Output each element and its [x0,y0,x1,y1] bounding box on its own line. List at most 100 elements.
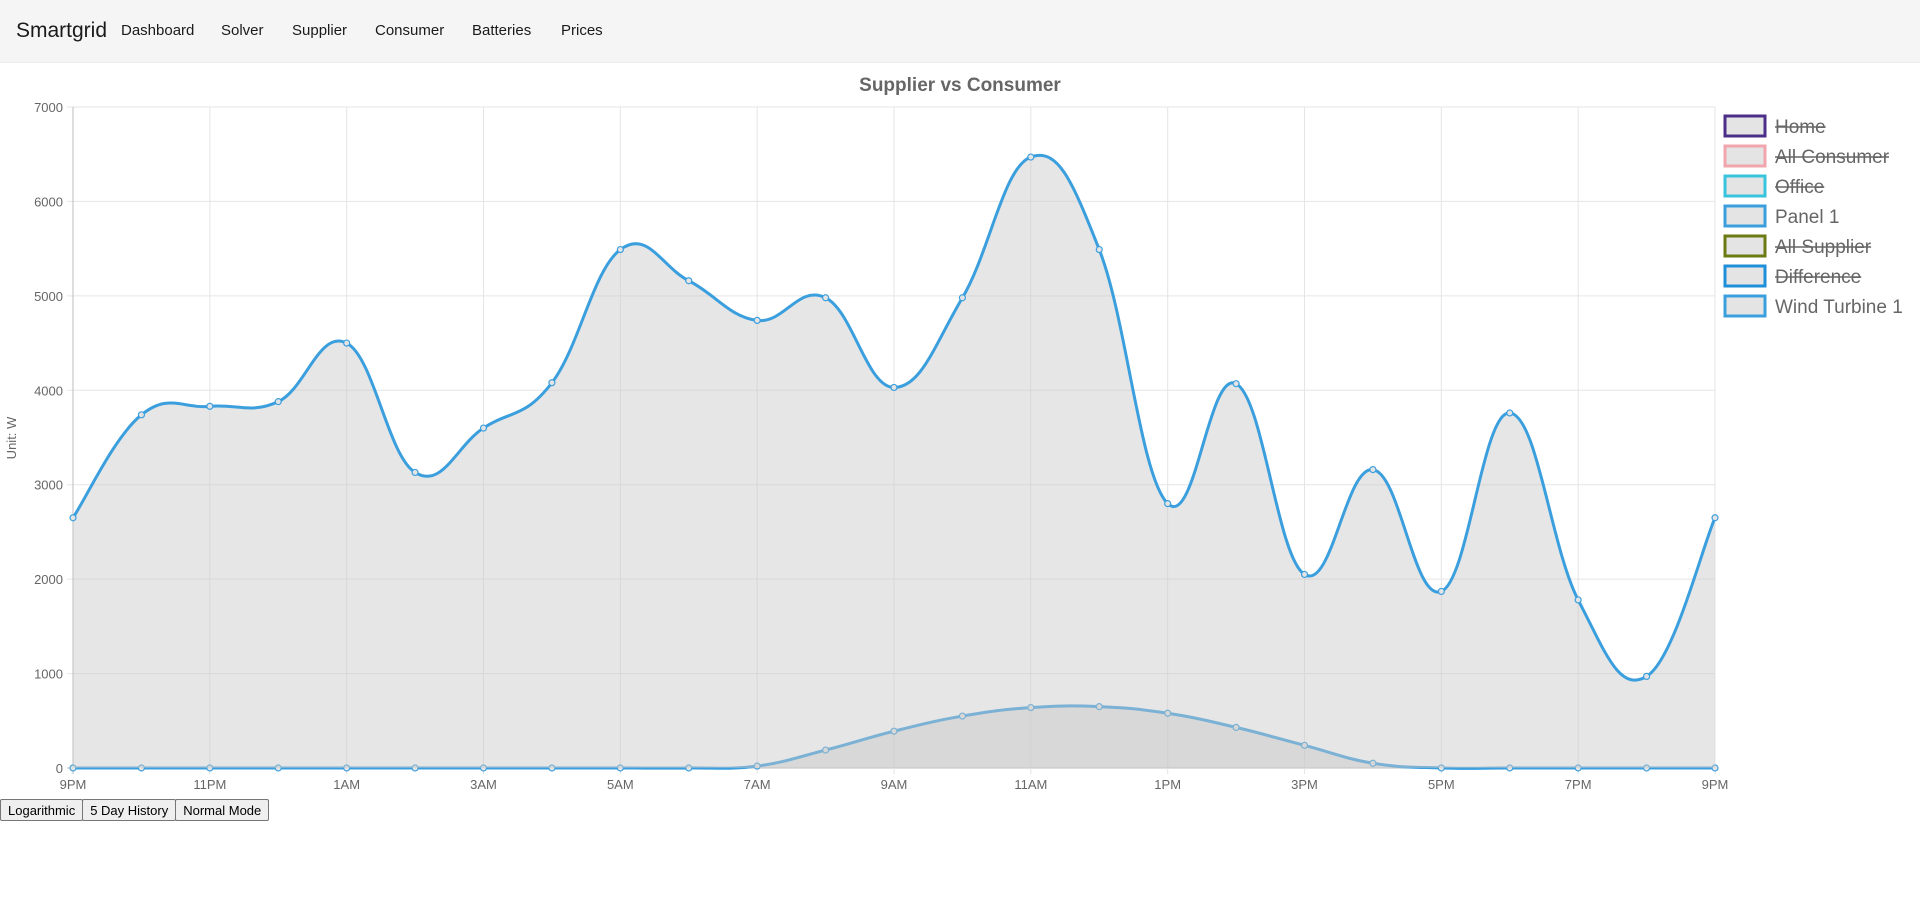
normal-mode-button[interactable]: Normal Mode [175,799,270,821]
data-point[interactable] [1300,570,1309,579]
series-area-fill [73,705,1715,769]
legend-swatch [1723,204,1767,228]
five-day-history-button[interactable]: 5 Day History [82,799,177,821]
data-point[interactable] [1506,409,1514,417]
y-tick-label: 1000 [34,667,63,682]
nav-dashboard[interactable]: Dashboard [121,22,195,39]
data-point[interactable] [548,764,556,772]
legend-item-home[interactable]: Home [1723,114,1826,138]
data-point[interactable] [343,764,351,772]
data-point[interactable] [1437,764,1445,772]
navbar: Smartgrid Dashboard Solver Supplier Cons… [0,0,1920,63]
data-point[interactable] [137,411,146,419]
brand-logo[interactable]: Smartgrid [16,19,108,42]
data-point[interactable] [1642,672,1651,681]
x-tick-label: 9PM [60,777,87,792]
legend-label: Wind Turbine 1 [1775,297,1903,318]
data-point[interactable] [1300,741,1309,749]
logarithmic-button[interactable]: Logarithmic [0,799,84,821]
y-tick-label: 0 [56,761,63,776]
y-axis-label: Unit: W [4,416,19,459]
data-point[interactable] [137,764,146,772]
data-point[interactable] [343,339,351,347]
y-tick-label: 3000 [34,478,63,493]
data-point[interactable] [411,764,419,772]
data-point[interactable] [1095,245,1103,254]
data-point[interactable] [1027,153,1035,161]
data-point[interactable] [206,764,214,772]
nav-consumer[interactable]: Consumer [375,22,445,39]
x-tick-label: 3PM [1291,777,1318,792]
data-point[interactable] [1711,514,1719,522]
data-point[interactable] [479,424,488,432]
data-point[interactable] [548,379,556,387]
data-point[interactable] [1369,759,1377,767]
x-tick-label: 11AM [1014,777,1047,792]
x-tick-label: 7PM [1565,777,1592,792]
data-point[interactable] [958,294,967,302]
x-tick-label: 3AM [470,777,497,792]
data-point[interactable] [1369,466,1377,474]
data-point[interactable] [890,383,898,392]
y-tick-label: 4000 [34,383,63,398]
x-tick-label: 9AM [881,777,908,792]
data-point[interactable] [1164,709,1172,717]
x-tick-label: 5AM [607,777,634,792]
data-point[interactable] [1027,703,1035,712]
data-point[interactable] [1232,723,1240,731]
legend-item-all-supplier[interactable]: All Supplier [1723,234,1872,258]
legend-swatch [1723,264,1767,288]
x-tick-label: 11PM [193,777,226,792]
data-point[interactable] [821,294,830,302]
x-tick-label: 9PM [1702,777,1729,792]
data-point[interactable] [411,468,419,477]
nav-prices[interactable]: Prices [561,22,603,39]
data-point[interactable] [1437,587,1445,596]
y-tick-label: 6000 [34,194,63,209]
data-point[interactable] [1642,764,1651,772]
legend-item-wind-turbine-1[interactable]: Wind Turbine 1 [1723,294,1903,318]
data-point[interactable] [1506,764,1514,772]
data-point[interactable] [616,245,624,254]
nav-supplier[interactable]: Supplier [292,22,348,39]
series-line [71,154,1717,682]
data-point[interactable] [1574,764,1582,772]
nav-solver[interactable]: Solver [221,22,264,39]
data-point[interactable] [1164,500,1172,508]
data-point[interactable] [1711,764,1719,772]
x-tick-label: 1PM [1154,777,1181,792]
data-point[interactable] [69,514,77,522]
chart-mode-buttons: Logarithmic 5 Day History Normal Mode [0,799,270,821]
data-point[interactable] [616,764,624,772]
series-panel-1 [69,703,1719,772]
legend-item-difference[interactable]: Difference [1723,264,1862,288]
data-point[interactable] [69,764,77,772]
data-point[interactable] [274,764,282,772]
data-point[interactable] [821,746,830,754]
data-point[interactable] [479,764,488,772]
x-tick-label: 5PM [1428,777,1455,792]
x-tick-label: 1AM [333,777,360,792]
data-point[interactable] [685,764,693,772]
legend-swatch [1723,144,1767,168]
chart-title: Supplier vs Consumer [859,75,1061,96]
legend-swatch [1723,174,1767,198]
data-point[interactable] [1095,703,1103,711]
data-point[interactable] [1232,380,1240,388]
legend-item-all-consumer[interactable]: All Consumer [1723,144,1890,168]
data-point[interactable] [753,316,761,325]
legend-item-panel-1[interactable]: Panel 1 [1723,204,1839,228]
data-point[interactable] [1574,596,1582,604]
legend-item-office[interactable]: Office [1723,174,1825,198]
data-point[interactable] [753,762,761,770]
data-point[interactable] [890,727,898,735]
legend: Home All Consumer Office Panel 1 All Supplie… [1723,114,1903,318]
legend-label: Panel 1 [1775,207,1839,228]
legend-swatch [1723,234,1767,258]
nav-batteries[interactable]: Batteries [472,22,532,39]
data-point[interactable] [685,277,693,285]
data-point[interactable] [958,712,967,720]
y-axis-ticks: 0 1000 2000 3000 4000 5000 6000 7000 [34,100,63,776]
data-point[interactable] [206,402,214,410]
data-point[interactable] [274,398,282,406]
